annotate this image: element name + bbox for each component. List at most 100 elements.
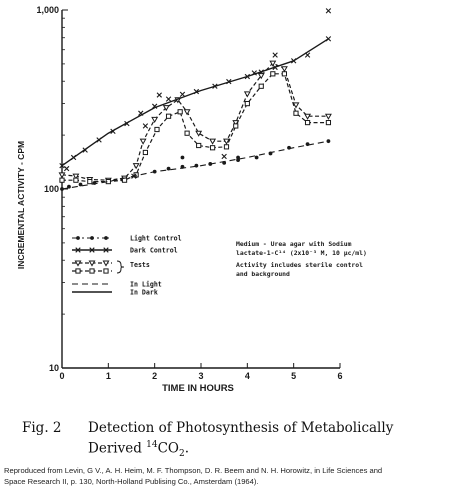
dot-marker	[180, 155, 185, 160]
caption-end: .	[184, 440, 190, 457]
series-line	[61, 38, 329, 167]
triangle-marker	[139, 138, 147, 145]
square-marker	[103, 268, 109, 274]
figure-number: Fig. 2	[22, 420, 62, 436]
y-tick-label: 100	[44, 184, 59, 194]
legend-label: Tests	[130, 261, 150, 269]
triangle-marker	[257, 73, 265, 80]
series-tests	[59, 71, 332, 185]
dot-marker	[236, 155, 240, 160]
caption-prefix: Derived	[88, 440, 147, 457]
x-tick-label: 6	[337, 371, 342, 381]
legend-item: Tests	[72, 260, 150, 269]
square-marker	[223, 144, 230, 150]
source-note: Reproduced from Levin, G V., A. H. Heim,…	[4, 465, 454, 487]
annotation-line: Activity includes sterile control	[236, 261, 363, 269]
square-marker	[87, 178, 93, 185]
triangle-marker	[88, 260, 96, 267]
triangle-marker	[223, 138, 230, 145]
triangle-marker	[195, 130, 203, 137]
y-tick-label: 10	[49, 363, 59, 373]
square-marker	[73, 177, 79, 183]
dot-marker	[305, 142, 310, 147]
chart: 0 1 2 3 4 5 6 10 100 1,000 Light Control Dark Cont…	[16, 5, 367, 394]
legend-item: In Light	[72, 281, 162, 289]
series-line	[61, 140, 329, 190]
triangle-marker	[280, 66, 288, 73]
formula: CO	[157, 440, 179, 457]
source-line: Reproduced from Levin, G V., A. H. Heim,…	[4, 466, 383, 475]
triangle-marker	[243, 91, 251, 98]
legend-label: In Light	[130, 281, 162, 289]
x-marker	[165, 96, 172, 102]
annotation-line: lactate-1-C¹⁴ (2x10⁻³ M, 10 µc/ml)	[236, 249, 367, 257]
triangle-marker	[102, 260, 110, 267]
x-marker	[89, 247, 95, 253]
series-in-light	[61, 140, 329, 190]
legend-label: Light Control	[130, 235, 182, 243]
dot-marker	[166, 166, 171, 171]
triangle-marker	[58, 172, 66, 179]
tests-brace	[116, 260, 125, 274]
figure-caption: Fig. 2 Detection of Photosynthesis of Met…	[22, 420, 442, 463]
dot-marker	[236, 158, 240, 163]
annotation-line: and background	[236, 270, 290, 278]
x-marker	[131, 173, 137, 179]
square-marker	[258, 83, 264, 89]
x-axis-label: TIME IN HOURS	[162, 383, 234, 394]
x-marker	[221, 153, 227, 160]
caption-title-line2: Derived 14CO2.	[22, 437, 442, 463]
x-tick-label: 4	[245, 371, 250, 381]
square-marker	[196, 142, 202, 149]
triangle-marker	[324, 113, 332, 120]
x-marker	[75, 247, 81, 253]
triangle-marker	[183, 109, 191, 116]
square-marker	[133, 172, 139, 178]
x-tick-label: 0	[59, 371, 64, 381]
x-tick-label: 3	[198, 371, 203, 381]
x-tick-label: 2	[152, 371, 157, 381]
annotation-line: Medium - Urea agar with Sodium	[236, 240, 352, 248]
x-marker	[272, 52, 278, 58]
scatter-points	[63, 8, 332, 179]
triangle-marker	[304, 113, 312, 120]
x-marker	[63, 165, 70, 172]
square-marker	[325, 119, 332, 126]
square-marker	[184, 130, 190, 136]
caption-title-line1: Detection of Photosynthesis of Metabolic…	[88, 420, 394, 436]
square-marker	[209, 145, 216, 151]
x-tick-label: 1	[106, 371, 111, 381]
formula-subscript: 2	[179, 449, 185, 460]
dot-marker	[67, 184, 71, 189]
x-marker	[156, 92, 162, 98]
triangle-marker	[72, 173, 80, 180]
legend-item: Light Control	[72, 235, 182, 243]
x-marker	[179, 91, 186, 98]
dot-marker	[326, 139, 331, 144]
triangle-marker	[292, 102, 300, 109]
square-marker	[142, 149, 149, 156]
square-marker	[233, 123, 239, 129]
triangle-marker	[269, 60, 277, 67]
dot-marker	[78, 182, 83, 187]
dot-marker	[76, 236, 80, 240]
dot-marker	[90, 236, 94, 240]
dot-marker	[104, 236, 108, 240]
square-marker	[270, 71, 276, 77]
square-marker	[244, 100, 250, 107]
series-line	[61, 62, 329, 181]
square-marker	[177, 109, 183, 115]
legend-item	[72, 268, 112, 274]
triangle-marker	[132, 163, 140, 170]
series-in-dark	[61, 38, 329, 167]
axes: 0 1 2 3 4 5 6 10 100 1,000	[36, 5, 342, 381]
x-marker	[142, 123, 149, 129]
square-marker	[154, 126, 160, 133]
isotope-mass: 14	[146, 440, 158, 450]
y-axis-label: INCREMENTAL ACTIVITY - CPM	[16, 141, 26, 269]
series-line	[62, 73, 329, 183]
square-marker	[281, 71, 287, 77]
y-tick-label: 1,000	[36, 5, 59, 15]
legend-item: Dark Control	[72, 247, 178, 255]
x-marker	[325, 8, 332, 14]
